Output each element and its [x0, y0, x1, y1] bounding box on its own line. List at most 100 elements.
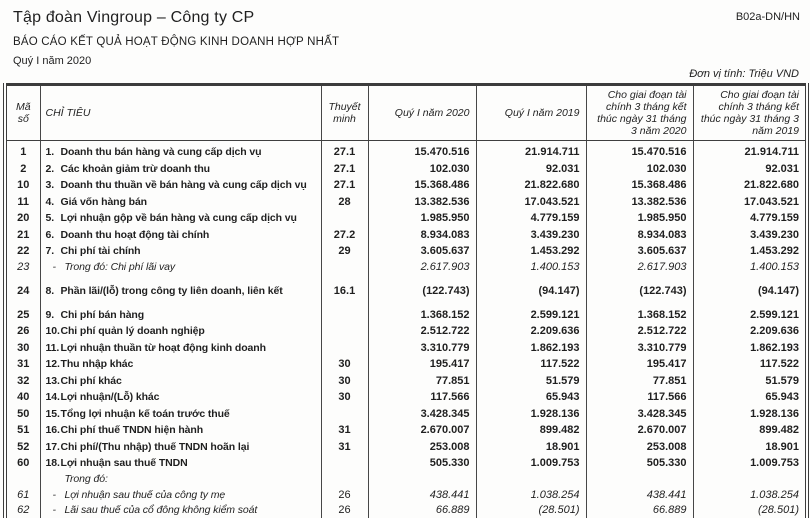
row-ytd-2020: 77.851 [586, 373, 694, 390]
row-note [321, 323, 369, 340]
row-item-label: Các khoản giảm trừ doanh thu [60, 162, 211, 175]
row-code: 22 [5, 243, 41, 260]
row-q1-2019: 1.009.753 [476, 455, 587, 472]
row-note [321, 472, 369, 488]
row-note: 27.1 [321, 161, 369, 178]
row-item: 16.Chi phí thuế TNDN hiện hành [40, 422, 322, 439]
row-note: 16.1 [321, 275, 369, 300]
row-item-label: Trong đó: [64, 473, 108, 485]
form-code: B02a-DN/HN [735, 11, 800, 23]
row-q1-2020: 117.566 [368, 389, 477, 406]
row-q1-2019: 51.579 [476, 373, 587, 390]
row-q1-2020: 195.417 [368, 356, 477, 373]
row-ytd-2019: 3.439.230 [750, 228, 799, 241]
row-q1-2019: 3.439.230 [476, 227, 587, 244]
row-item-label: Lợi nhuận sau thuế của công ty mẹ [64, 488, 226, 501]
row-item-number: 18. [45, 457, 60, 469]
row-code: 26 [5, 323, 41, 340]
row-q1-2019: 21.914.711 [476, 140, 587, 161]
row-ytd-2020: 1.985.950 [586, 210, 694, 227]
row-item: 5. Lợi nhuận gộp về bán hàng và cung cấp … [40, 210, 322, 227]
row-note: 30 [321, 356, 369, 373]
row-item-label: Giá vốn hàng bán [60, 195, 148, 208]
row-q1-2019: 17.043.521 [476, 194, 587, 211]
row-q1-2019: 2.599.121 [476, 299, 587, 324]
row-item-number: 14. [45, 391, 60, 403]
row-item: Trong đó: [40, 472, 322, 488]
row-item: 14.Lợi nhuận/(Lỗ) khác [40, 389, 322, 406]
row-ytd-2019: 2.209.636 [750, 325, 799, 337]
row-note: 29 [321, 243, 369, 260]
col-header-note: Thuyết minh [321, 84, 369, 141]
row-q1-2020: 13.382.536 [368, 194, 477, 211]
row-q1-2019: (94.147) [476, 275, 587, 300]
row-code: 62 [5, 503, 41, 518]
row-q1-2020: 2.617.903 [368, 260, 477, 276]
row-ytd-2019: 1.400.153 [750, 261, 799, 273]
col-header-ytd-2019: Cho giai đoạn tài chính 3 tháng kết thúc… [693, 84, 807, 141]
row-ytd-2020: 2.670.007 [586, 422, 694, 439]
row-ytd-2020: 2.617.903 [586, 260, 694, 276]
row-item: 2. Các khoản giảm trừ doanh thu [40, 161, 322, 178]
row-code: 10 [5, 177, 41, 194]
row-item: 7. Chi phí tài chính [40, 243, 322, 260]
row-q1-2020: 15.368.486 [368, 177, 477, 194]
row-item-number: 13. [45, 374, 60, 387]
row-q1-2020: 438.441 [368, 487, 477, 503]
row-item-label: Chi phí quản lý doanh nghiệp [60, 325, 205, 337]
table-row: 50 15.Tổng lợi nhuận kế toán trước thuế 3.… [5, 406, 807, 423]
row-ytd-2019: 92.031 [765, 162, 799, 175]
row-note [321, 260, 369, 276]
row-item-label: Lợi nhuận thuần từ hoạt động kinh doanh [60, 341, 266, 354]
row-code: 50 [5, 406, 41, 423]
row-ytd-2020: 253.008 [586, 439, 694, 456]
table-row: 26 10.Chi phí quản lý doanh nghiệp 2.512.7… [5, 323, 807, 340]
col-header-code: Mã số [5, 84, 41, 141]
row-item-label: Chi phí bán hàng [60, 308, 145, 321]
row-item-label: Tổng lợi nhuận kế toán trước thuế [60, 407, 230, 420]
table-row: 1 1. Doanh thu bán hàng và cung cấp dịch v… [5, 140, 807, 161]
row-ytd-2020: 117.566 [586, 389, 694, 406]
row-q1-2019: 18.901 [476, 439, 587, 456]
row-item-number: - [52, 504, 57, 516]
row-ytd-2019: 17.043.521 [743, 195, 799, 208]
row-ytd-2020 [586, 472, 694, 488]
row-ytd-2020: 66.889 [586, 503, 694, 518]
row-item-number: 17. [45, 440, 60, 453]
row-item-label: Phần lãi/(lỗ) trong công ty liên doanh, … [60, 284, 283, 297]
row-item-number: 15. [45, 407, 60, 420]
row-ytd-2020: 15.368.486 [586, 177, 694, 194]
row-item: 11.Lợi nhuận thuần từ hoạt động kinh doa… [40, 340, 322, 357]
row-ytd-2019: (94.147) [758, 284, 799, 297]
row-ytd-2020: (122.743) [586, 275, 694, 300]
row-q1-2019: 2.209.636 [476, 323, 587, 340]
row-code [5, 472, 41, 488]
table-row: 21 6. Doanh thu hoạt động tài chính 27.2 8.9… [5, 227, 807, 244]
table-row: 11 4. Giá vốn hàng bán 28 13.382.536 17.043.5… [5, 194, 807, 211]
row-note [321, 455, 369, 472]
row-ytd-2019: 21.822.680 [743, 179, 799, 191]
row-q1-2020: 102.030 [368, 161, 477, 178]
table-subrow: Trong đó: [5, 472, 807, 488]
row-note: 31 [321, 439, 369, 456]
company-name: Tập đoàn Vingroup – Công ty CP [13, 9, 255, 26]
row-code: 20 [5, 210, 41, 227]
row-q1-2019: 21.822.680 [476, 177, 587, 194]
report-period: Quý I năm 2020 [13, 55, 92, 67]
row-item: 10.Chi phí quản lý doanh nghiệp [40, 323, 322, 340]
row-item-label: Chi phí khác [60, 374, 122, 387]
table-row: 40 14.Lợi nhuận/(Lỗ) khác 30 117.566 65.943 1… [5, 389, 807, 406]
row-item: 18.Lợi nhuận sau thuế TNDN [40, 455, 322, 472]
row-code: 1 [5, 140, 41, 161]
row-code: 2 [5, 161, 41, 178]
row-q1-2019: 4.779.159 [476, 210, 587, 227]
income-statement-table: Mã số CHỈ TIÊU Thuyết minh Quý I năm 202… [3, 83, 809, 518]
row-code: 30 [5, 340, 41, 357]
table-header-row: Mã số CHỈ TIÊU Thuyết minh Quý I năm 202… [5, 84, 807, 141]
row-ytd-2019: 1.928.136 [750, 407, 799, 420]
row-item-label: Lợi nhuận gộp về bán hàng và cung cấp dị… [60, 212, 297, 224]
row-q1-2019: 1.862.193 [476, 340, 587, 357]
row-item-number: 16. [45, 424, 60, 436]
row-item: - Lãi sau thuế của cổ đông không kiểm soá… [40, 503, 322, 518]
row-q1-2020: 3.428.345 [368, 406, 477, 423]
